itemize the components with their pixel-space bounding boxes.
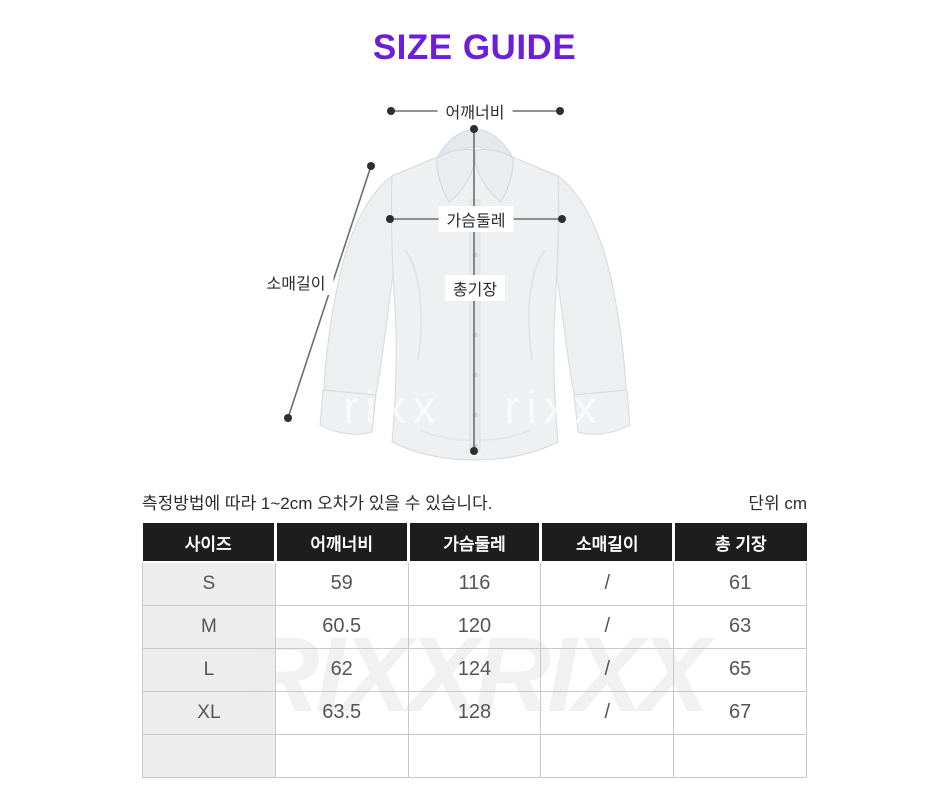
value-cell: /: [540, 647, 675, 692]
size-cell: L: [142, 647, 276, 692]
value-cell: 67: [673, 690, 807, 735]
value-cell: 116: [407, 561, 542, 606]
value-cell: 63: [673, 604, 807, 649]
value-cell: 120: [407, 604, 542, 649]
page-title: SIZE GUIDE: [372, 28, 577, 67]
header-size: 사이즈: [142, 523, 276, 563]
shoulder-width-label: 어깨너비: [437, 98, 513, 124]
table-row-m: M 60.5 120 / 63: [142, 604, 807, 649]
size-cell: S: [142, 561, 276, 606]
value-cell: /: [540, 690, 675, 735]
size-table-section: RIXXRIXX 사이즈 어깨너비 가슴둘레 소매길이 총 기장 S 59 11…: [142, 523, 807, 778]
value-cell: 63.5: [274, 690, 409, 735]
measurement-tolerance-note: 측정방법에 따라 1~2cm 오차가 있을 수 있습니다.: [142, 494, 493, 513]
size-cell: XL: [142, 690, 276, 735]
size-table: 사이즈 어깨너비 가슴둘레 소매길이 총 기장 S 59 116 / 61 M: [142, 523, 807, 778]
value-cell: /: [540, 604, 675, 649]
value-cell: 124: [407, 647, 542, 692]
value-cell: 60.5: [274, 604, 409, 649]
table-row-s: S 59 116 / 61: [142, 561, 807, 606]
value-cell: 62: [274, 647, 409, 692]
header-length: 총 기장: [672, 523, 807, 563]
shirt-diagram-illustration: [284, 107, 631, 461]
header-sleeve: 소매길이: [539, 523, 674, 563]
size-cell: [142, 733, 276, 778]
header-chest: 가슴둘레: [406, 523, 541, 563]
value-cell: 128: [407, 690, 542, 735]
unit-label: 단위 cm: [748, 494, 807, 513]
value-cell: [274, 733, 409, 778]
value-cell: /: [540, 561, 675, 606]
value-cell: 61: [673, 561, 807, 606]
header-row: 사이즈 어깨너비 가슴둘레 소매길이 총 기장: [142, 523, 807, 563]
table-row-xl: XL 63.5 128 / 67: [142, 690, 807, 735]
value-cell: 65: [673, 647, 807, 692]
size-cell: M: [142, 604, 276, 649]
chest-label: 가슴둘레: [438, 206, 514, 232]
value-cell: 59: [274, 561, 409, 606]
total-length-label: 총기장: [444, 275, 506, 301]
note-row: 측정방법에 따라 1~2cm 오차가 있을 수 있습니다. 단위 cm: [142, 489, 807, 514]
measurement-endpoint-dots: [284, 107, 566, 455]
table-row-empty: [142, 733, 807, 778]
sleeve-length-label: 소매길이: [258, 269, 334, 295]
header-shoulder: 어깨너비: [273, 523, 409, 563]
value-cell: [540, 733, 675, 778]
value-cell: [407, 733, 542, 778]
value-cell: [673, 733, 807, 778]
table-row-l: L 62 124 / 65: [142, 647, 807, 692]
